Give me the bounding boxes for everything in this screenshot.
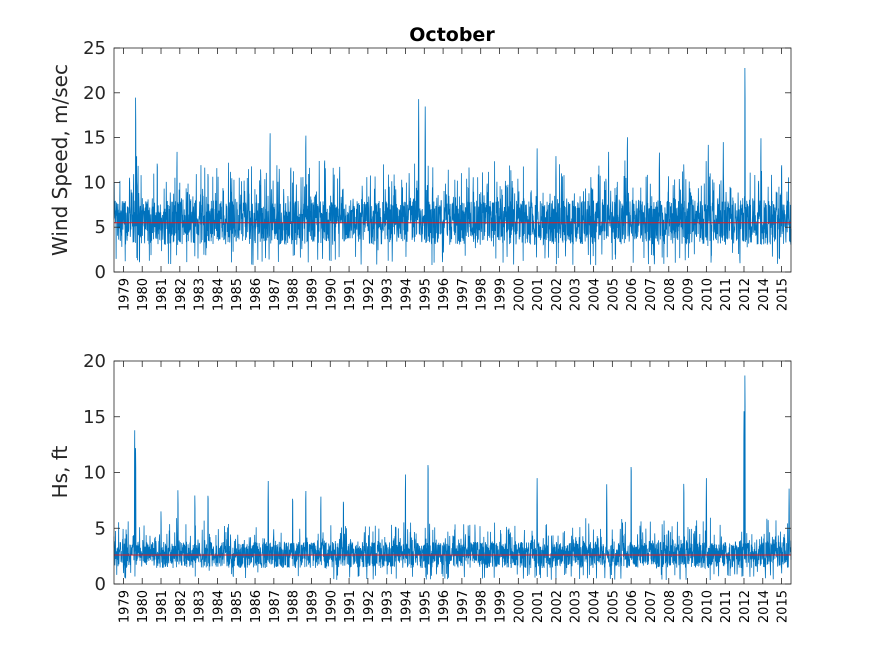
wind-speed-axes: 0 5 10 15 20 25 1979 1980 1981 1982 1983 1984 1985 19… bbox=[83, 38, 792, 311]
x-tick-label: 1983 bbox=[193, 590, 208, 623]
x-tick-label: 2010 bbox=[700, 590, 715, 623]
y-tick-label: 5 bbox=[95, 217, 106, 238]
x-tick-label: 1988 bbox=[287, 278, 302, 311]
series-line bbox=[113, 375, 792, 581]
wave-height-ylabel: Hs, ft bbox=[48, 445, 72, 498]
series-line bbox=[113, 68, 792, 266]
chart-title: October bbox=[409, 24, 495, 46]
y-tick-label: 10 bbox=[83, 463, 106, 484]
x-tick-label: 2015 bbox=[776, 590, 791, 623]
x-tick-label: 2000 bbox=[512, 590, 527, 623]
x-tick-label: 2003 bbox=[569, 278, 584, 311]
x-tick-label: 2012 bbox=[738, 278, 753, 311]
x-tick-label: 2005 bbox=[606, 590, 621, 623]
x-tick-label: 1998 bbox=[475, 590, 490, 623]
x-tick-label: 1980 bbox=[136, 278, 151, 311]
x-tick-label: 2002 bbox=[550, 590, 565, 623]
x-tick-label: 1989 bbox=[305, 278, 320, 311]
x-tick-label: 2011 bbox=[719, 278, 734, 311]
x-tick-label: 1985 bbox=[230, 278, 245, 311]
x-tick-label: 2003 bbox=[569, 590, 584, 623]
x-tick-label: 1979 bbox=[117, 278, 132, 311]
x-tick-label: 1987 bbox=[268, 590, 283, 623]
x-tick-label: 2014 bbox=[757, 278, 772, 311]
x-tick-label: 2008 bbox=[663, 278, 678, 311]
x-tick-label: 1992 bbox=[362, 278, 377, 311]
x-tick-label: 1996 bbox=[437, 590, 452, 623]
x-tick-label: 2009 bbox=[682, 590, 697, 623]
x-tick-label: 1984 bbox=[211, 278, 226, 311]
x-tick-label: 1983 bbox=[193, 278, 208, 311]
y-tick-label: 5 bbox=[95, 518, 106, 539]
x-tick-label: 1994 bbox=[399, 590, 414, 623]
y-tick-label: 25 bbox=[83, 38, 106, 59]
x-tick-label: 2014 bbox=[757, 590, 772, 623]
x-tick-label: 2001 bbox=[531, 590, 546, 623]
x-tick-label: 2007 bbox=[644, 590, 659, 623]
x-tick-label: 2000 bbox=[512, 278, 527, 311]
x-tick-label: 1990 bbox=[324, 590, 339, 623]
x-tick-label: 2002 bbox=[550, 278, 565, 311]
axes-frame bbox=[113, 47, 792, 273]
x-tick-label: 2004 bbox=[588, 278, 603, 311]
x-tick-label: 1996 bbox=[437, 278, 452, 311]
x-tick-label: 1988 bbox=[287, 590, 302, 623]
x-tick-label: 1999 bbox=[494, 590, 509, 623]
x-tick-label: 1986 bbox=[249, 278, 264, 311]
y-tick-label: 15 bbox=[83, 407, 106, 428]
x-tick-label: 1993 bbox=[381, 590, 396, 623]
x-tick-label: 1993 bbox=[381, 278, 396, 311]
x-tick-label: 1989 bbox=[305, 590, 320, 623]
x-tick-label: 1981 bbox=[155, 278, 170, 311]
x-tick-label: 2007 bbox=[644, 278, 659, 311]
x-tick-label: 2011 bbox=[719, 590, 734, 623]
y-tick-label: 0 bbox=[95, 574, 106, 595]
x-tick-label: 2006 bbox=[625, 590, 640, 623]
x-tick-label: 1987 bbox=[268, 278, 283, 311]
x-tick-label: 2009 bbox=[682, 278, 697, 311]
x-tick-label: 1995 bbox=[418, 278, 433, 311]
x-tick-label: 1995 bbox=[418, 590, 433, 623]
x-tick-label: 1985 bbox=[230, 590, 245, 623]
x-tick-label: 2006 bbox=[625, 278, 640, 311]
x-tick-label: 1999 bbox=[494, 278, 509, 311]
x-tick-label: 1994 bbox=[399, 278, 414, 311]
x-tick-label: 1980 bbox=[136, 590, 151, 623]
x-tick-label: 1991 bbox=[343, 278, 358, 311]
wind-speed-ylabel: Wind Speed, m/sec bbox=[48, 64, 72, 256]
x-tick-label: 1990 bbox=[324, 278, 339, 311]
x-tick-label: 1981 bbox=[155, 590, 170, 623]
x-tick-label: 2001 bbox=[531, 278, 546, 311]
x-tick-label: 1997 bbox=[456, 590, 471, 623]
x-tick-label: 2005 bbox=[606, 278, 621, 311]
x-tick-label: 2012 bbox=[738, 590, 753, 623]
x-tick-label: 2010 bbox=[700, 278, 715, 311]
y-tick-label: 20 bbox=[83, 83, 106, 104]
x-tick-label: 1982 bbox=[174, 278, 189, 311]
x-tick-label: 1991 bbox=[343, 590, 358, 623]
x-tick-label: 1984 bbox=[211, 590, 226, 623]
x-tick-label: 2008 bbox=[663, 590, 678, 623]
x-tick-label: 1982 bbox=[174, 590, 189, 623]
x-tick-label: 1998 bbox=[475, 278, 490, 311]
x-tick-label: 2015 bbox=[776, 278, 791, 311]
x-tick-label: 1986 bbox=[249, 590, 264, 623]
y-tick-label: 15 bbox=[83, 128, 106, 149]
y-tick-label: 10 bbox=[83, 172, 106, 193]
wave-height-axes: 0 5 10 15 20 1979 1980 1981 1982 1983 1984 1985 1986… bbox=[83, 351, 792, 623]
x-tick-label: 2004 bbox=[588, 590, 603, 623]
x-tick-label: 1992 bbox=[362, 590, 377, 623]
x-tick-label: 1979 bbox=[117, 590, 132, 623]
x-tick-label: 1997 bbox=[456, 278, 471, 311]
y-tick-label: 0 bbox=[95, 262, 106, 283]
y-tick-label: 20 bbox=[83, 351, 106, 372]
